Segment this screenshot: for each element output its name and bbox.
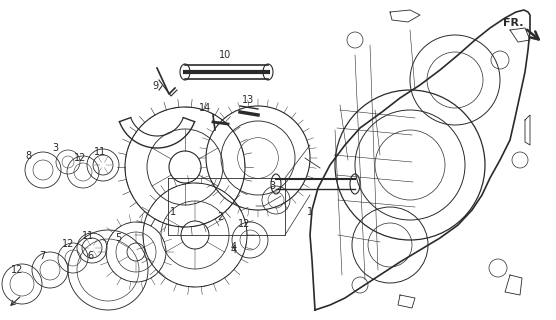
Text: 2: 2 [217,212,223,222]
Text: 11: 11 [82,231,94,241]
Text: 14: 14 [199,103,211,113]
Text: 11: 11 [94,147,106,157]
Text: 4: 4 [231,245,237,255]
Text: 10: 10 [219,50,231,60]
Text: 3: 3 [269,181,275,191]
Text: 6: 6 [87,251,93,261]
Text: 3: 3 [52,143,58,153]
Text: 1: 1 [170,207,177,217]
Text: 5: 5 [115,233,121,243]
Text: 12: 12 [238,219,250,229]
Text: 12: 12 [74,153,86,163]
Text: FR.: FR. [503,18,523,28]
Text: 12: 12 [11,265,23,275]
Text: 1: 1 [307,207,313,217]
Text: 13: 13 [242,95,254,105]
Text: 8: 8 [25,151,31,161]
Text: 9: 9 [152,81,158,91]
Text: 12: 12 [62,239,74,249]
Text: 7: 7 [39,251,45,261]
Text: 4: 4 [231,242,237,252]
